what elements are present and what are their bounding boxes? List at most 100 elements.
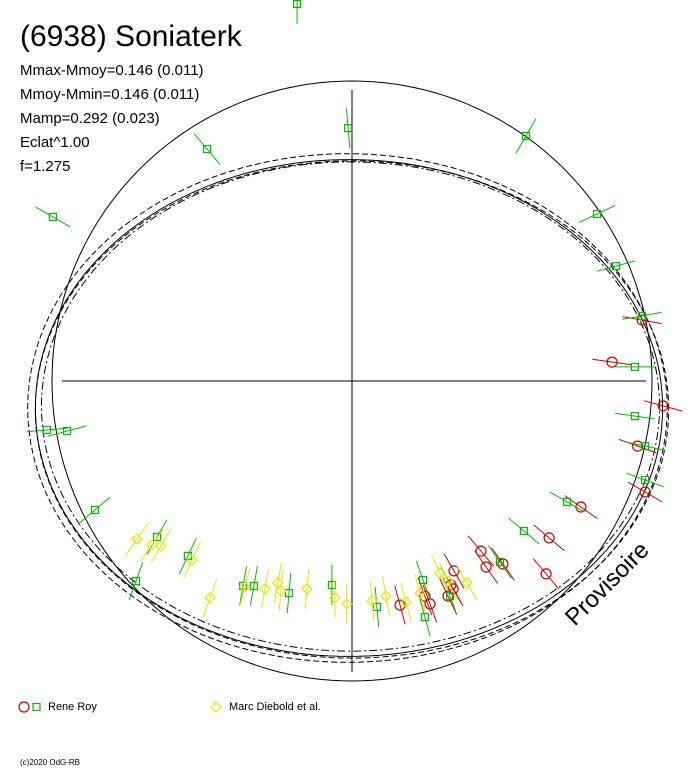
data-point-square-18 — [90, 505, 100, 515]
stat-mamp: Mamp=0.292 (0.023) — [20, 110, 160, 127]
error-bar-square-6 — [626, 472, 665, 488]
error-bar-diamond-2 — [414, 573, 426, 613]
model-curve-2-solid — [34, 159, 664, 657]
data-point-square-20 — [42, 425, 52, 434]
legend-symbol-diebold-diamond — [210, 701, 222, 713]
error-bar-diamond-3 — [400, 582, 412, 622]
data-points — [26, 0, 683, 637]
data-point-circle-14 — [394, 599, 406, 611]
data-point-circle-7 — [475, 545, 487, 557]
data-point-square-27 — [249, 581, 258, 591]
copyright-notice: (c)2020 OdG-RB — [20, 758, 81, 767]
error-bar-circle-4 — [564, 495, 598, 519]
data-point-diamond-10 — [272, 577, 284, 589]
data-point-diamond-8 — [301, 583, 313, 595]
error-bar-square-14 — [286, 573, 292, 614]
data-point-square-21 — [131, 576, 141, 586]
data-point-diamond-12 — [239, 581, 251, 593]
data-point-circle-6 — [540, 568, 552, 580]
error-bar-square-0 — [578, 204, 616, 223]
error-bar-circle-7 — [467, 535, 495, 567]
stat-mmax-mmoy: Mmax-Mmoy=0.146 (0.011) — [20, 62, 204, 79]
data-point-diamond-3 — [400, 596, 412, 608]
data-point-square-11 — [420, 612, 429, 622]
chart-title: (6938) Soniaterk — [20, 20, 242, 53]
legend-label-marc-diebold: Marc Diebold et al. — [229, 701, 321, 713]
data-point-square-4 — [630, 412, 640, 421]
error-bar-square-23 — [345, 108, 351, 149]
data-point-square-22 — [203, 145, 212, 154]
data-point-diamond-7 — [329, 592, 341, 604]
error-bar-square-27 — [249, 566, 258, 606]
error-bar-circle-17 — [622, 316, 662, 325]
error-bar-circle-16 — [474, 550, 499, 584]
data-point-circle-2 — [631, 440, 644, 452]
model-curve-5-dashed — [34, 160, 670, 659]
error-bar-diamond-15 — [150, 528, 172, 564]
data-point-square-8 — [519, 526, 529, 536]
axes — [62, 90, 646, 672]
data-point-square-3 — [630, 362, 640, 371]
error-bar-square-21 — [128, 562, 144, 601]
data-point-diamond-15 — [155, 540, 167, 552]
data-point-diamond-5 — [366, 595, 378, 607]
legend-symbols — [18, 701, 222, 713]
error-bar-circle-9 — [443, 553, 465, 589]
stat-f: f=1.275 — [20, 158, 71, 175]
error-bar-diamond-9 — [278, 571, 284, 611]
error-bar-diamond-0 — [439, 562, 457, 600]
data-point-diamond-0 — [442, 575, 454, 587]
data-point-circle-0 — [606, 356, 618, 368]
error-bar-square-8 — [508, 517, 540, 545]
error-bar-circle-6 — [532, 558, 560, 590]
error-bar-diamond-5 — [369, 580, 375, 621]
error-bar-diamond-4 — [381, 576, 390, 616]
error-bar-square-20 — [26, 427, 67, 433]
error-bar-circle-3 — [627, 481, 663, 503]
error-bar-diamond-10 — [273, 563, 282, 603]
data-point-diamond-1 — [434, 567, 446, 579]
data-point-square-12 — [372, 602, 381, 612]
data-point-square-7 — [562, 497, 572, 506]
data-point-square-1 — [611, 262, 621, 271]
data-point-diamond-14 — [186, 554, 198, 566]
error-bar-square-1 — [596, 260, 636, 272]
data-point-circle-16 — [480, 561, 492, 573]
error-bar-square-22 — [193, 133, 221, 165]
error-bar-diamond-11 — [261, 569, 269, 609]
data-point-square-0 — [592, 209, 602, 218]
data-point-circle-17 — [636, 314, 648, 326]
error-bar-diamond-18 — [456, 565, 478, 601]
data-point-diamond-6 — [341, 598, 353, 610]
data-point-square-28 — [419, 575, 428, 585]
stat-mmoy-mmin: Mmoy-Mmin=0.146 (0.011) — [20, 86, 200, 103]
model-curve-4-dashdot — [40, 161, 661, 652]
data-point-circle-9 — [448, 565, 460, 577]
data-point-square-5 — [640, 442, 650, 451]
error-bar-diamond-16 — [124, 522, 149, 556]
data-point-square-14 — [284, 588, 294, 598]
legend-symbol-roy-circle — [18, 701, 30, 713]
error-bar-square-18 — [79, 496, 111, 524]
data-point-diamond-13 — [204, 592, 216, 604]
data-point-circle-12 — [419, 590, 431, 602]
error-bar-square-16 — [178, 537, 197, 575]
data-point-square-17 — [152, 532, 162, 542]
data-point-diamond-11 — [259, 583, 271, 595]
data-point-circle-1 — [657, 400, 669, 412]
error-bar-square-9 — [487, 545, 512, 579]
error-bar-square-19 — [47, 425, 87, 437]
model-curves — [27, 80, 670, 682]
error-bar-circle-2 — [618, 438, 657, 454]
error-bar-diamond-12 — [239, 567, 251, 607]
error-bar-square-4 — [615, 412, 655, 420]
error-bar-diamond-13 — [202, 578, 218, 617]
error-bar-square-15 — [239, 566, 248, 606]
data-point-circle-5 — [543, 532, 555, 544]
stat-eclat: Eclat^1.00 — [20, 134, 90, 151]
model-curve-3-dashed — [27, 153, 668, 663]
data-point-diamond-4 — [380, 590, 392, 602]
error-bar-diamond-1 — [430, 554, 449, 592]
error-bar-diamond-8 — [304, 568, 310, 609]
